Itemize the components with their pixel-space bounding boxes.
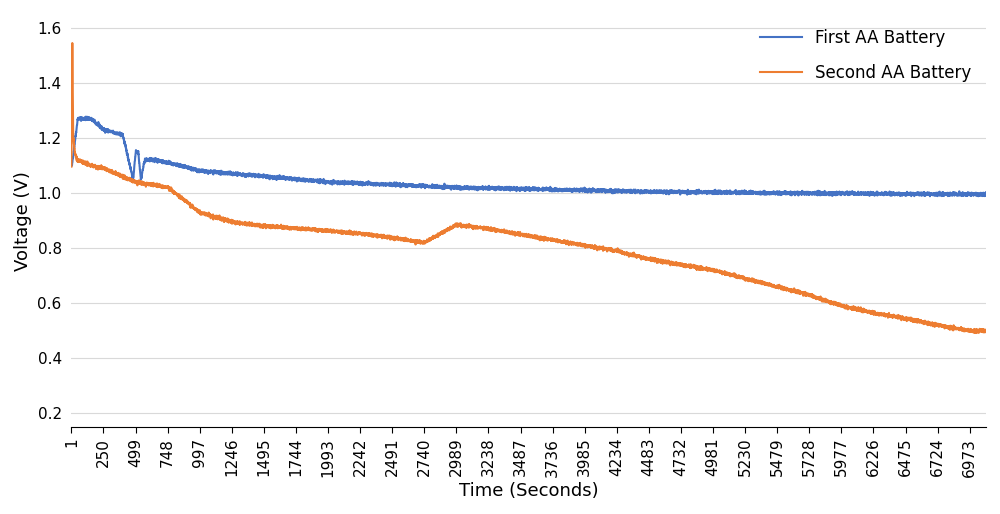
Line: Second AA Battery: Second AA Battery <box>71 43 986 333</box>
First AA Battery <box>435 182 447 189</box>
First AA Battery <box>924 193 936 199</box>
Second AA Battery <box>796 289 808 296</box>
Second AA Battery <box>980 328 992 334</box>
Second AA Battery <box>501 230 513 236</box>
First AA Battery <box>501 186 513 192</box>
Second AA Battery <box>65 163 77 170</box>
Second AA Battery <box>230 219 242 226</box>
Second AA Battery <box>767 283 779 289</box>
First AA Battery <box>230 169 242 175</box>
Legend: First AA Battery, Second AA Battery: First AA Battery, Second AA Battery <box>753 22 978 88</box>
First AA Battery <box>796 191 808 197</box>
Second AA Battery <box>970 330 982 336</box>
First AA Battery <box>424 183 436 190</box>
X-axis label: Time (Seconds): Time (Seconds) <box>459 482 599 500</box>
Second AA Battery <box>435 230 447 236</box>
First AA Battery <box>80 114 92 120</box>
First AA Battery <box>767 191 779 197</box>
First AA Battery <box>980 192 992 198</box>
Second AA Battery <box>66 40 78 46</box>
Second AA Battery <box>424 236 436 242</box>
Line: First AA Battery: First AA Battery <box>71 117 986 196</box>
First AA Battery <box>65 162 77 168</box>
Y-axis label: Voltage (V): Voltage (V) <box>14 171 32 270</box>
